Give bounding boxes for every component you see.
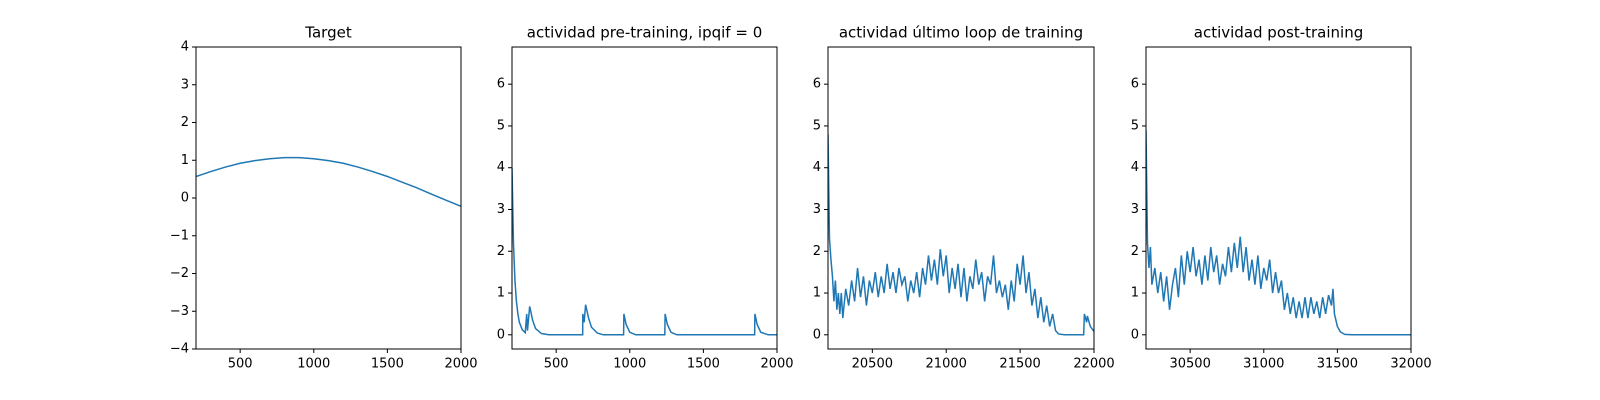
y-tick-label: 1 — [1131, 286, 1139, 301]
x-tick-label: 1500 — [687, 357, 720, 372]
x-tick-label: 20500 — [852, 357, 893, 372]
plot-area — [828, 134, 1094, 336]
axes-frame — [511, 46, 778, 350]
subplot: actividad último loop de training 0 1 2 3 4 5 6… — [813, 24, 1115, 372]
x-tick-label: 1000 — [613, 357, 646, 372]
y-tick-label: 1 — [813, 286, 821, 301]
x-tick-label: 21000 — [926, 357, 967, 372]
chart-title: actividad pre-training, ipqif = 0 — [527, 24, 763, 42]
subplot: actividad post-training 0 1 2 3 4 5 6 30500 31000… — [1131, 24, 1432, 372]
subplot: Target −4 −3 −2 −1 0 1 2 3 4 500 1000 1500 2000 — [170, 24, 478, 372]
y-tick-label: −3 — [170, 304, 189, 319]
x-tick-label: 2000 — [760, 357, 793, 372]
x-tick-label: 500 — [228, 357, 253, 372]
y-tick-label: 0 — [181, 191, 189, 206]
axes-frame — [1145, 46, 1412, 350]
y-tick-label: −2 — [170, 266, 189, 281]
y-tick-label: 2 — [1131, 244, 1139, 259]
x-tick-label: 2000 — [444, 357, 477, 372]
chart-title: Target — [304, 24, 352, 42]
y-tick-label: 6 — [1131, 77, 1139, 92]
chart-title: actividad último loop de training — [839, 24, 1083, 42]
y-tick-label: 4 — [497, 160, 505, 175]
y-tick-label: 1 — [497, 286, 505, 301]
x-tick-label: 22000 — [1073, 357, 1114, 372]
x-tick-label: 32000 — [1390, 357, 1431, 372]
plot-area — [512, 167, 777, 336]
data-line — [196, 156, 461, 208]
y-tick-label: 2 — [813, 244, 821, 259]
y-tick-label: 4 — [181, 40, 189, 55]
y-tick-label: 2 — [181, 115, 189, 130]
axes-frame — [827, 46, 1095, 350]
data-line — [512, 167, 777, 336]
chart-title: actividad post-training — [1194, 24, 1363, 42]
y-tick-label: 6 — [497, 77, 505, 92]
y-tick-label: 1 — [181, 153, 189, 168]
y-tick-label: 5 — [1131, 118, 1139, 133]
y-tick-label: −1 — [170, 228, 189, 243]
y-tick-label: 4 — [1131, 160, 1139, 175]
y-tick-label: 2 — [497, 244, 505, 259]
y-tick-label: 0 — [813, 327, 821, 342]
y-tick-label: 4 — [813, 160, 821, 175]
x-tick-label: 31000 — [1243, 357, 1284, 372]
y-tick-label: 5 — [497, 118, 505, 133]
plot-area — [1146, 130, 1411, 336]
y-tick-label: 0 — [497, 327, 505, 342]
x-tick-label: 500 — [544, 357, 569, 372]
y-tick-label: 3 — [1131, 202, 1139, 217]
y-tick-label: 5 — [813, 118, 821, 133]
data-line — [1146, 130, 1411, 336]
x-tick-label: 31500 — [1317, 357, 1358, 372]
y-tick-label: 0 — [1131, 327, 1139, 342]
axes-frame — [195, 46, 462, 350]
subplot: actividad pre-training, ipqif = 0 0 1 2 3 4 5 6… — [497, 24, 794, 372]
x-tick-label: 30500 — [1169, 357, 1210, 372]
plot-area — [196, 156, 461, 208]
x-tick-label: 1000 — [297, 357, 330, 372]
data-line — [828, 134, 1094, 336]
y-tick-label: 3 — [497, 202, 505, 217]
x-tick-label: 1500 — [371, 357, 404, 372]
y-tick-label: 3 — [813, 202, 821, 217]
y-tick-label: 6 — [813, 77, 821, 92]
x-tick-label: 21500 — [999, 357, 1040, 372]
y-tick-label: −4 — [170, 342, 189, 357]
y-tick-label: 3 — [181, 77, 189, 92]
